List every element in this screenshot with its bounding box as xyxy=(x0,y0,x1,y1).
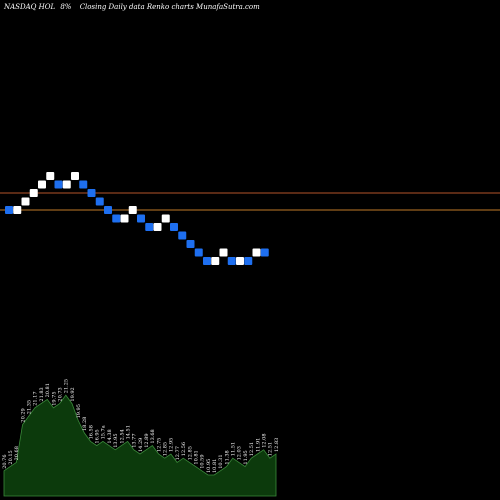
volume-label: 20.15 xyxy=(8,450,14,464)
renko-brick-up xyxy=(236,257,244,265)
renko-brick-up xyxy=(46,172,55,180)
renko-brick-up xyxy=(120,214,129,223)
volume-label: 11.91 xyxy=(255,438,261,452)
renko-brick-up xyxy=(29,189,38,197)
renko-brick-down xyxy=(170,223,178,231)
renko-brick-down xyxy=(104,206,112,214)
volume-label: 12.77 xyxy=(175,446,181,460)
reference-lines xyxy=(0,192,500,211)
volume-label: 10.81 xyxy=(212,459,218,473)
renko-brick-down xyxy=(137,214,145,223)
renko-brick-down xyxy=(79,180,88,189)
volume-label: 19.95 xyxy=(76,404,82,418)
volume-label: 13.68 xyxy=(150,429,156,443)
renko-brick-up xyxy=(161,214,170,223)
volume-label: 12.08 xyxy=(261,433,267,447)
volume-label: 12.56 xyxy=(181,442,187,456)
renko-brick-up xyxy=(71,172,79,180)
volume-label: 14.29 xyxy=(138,438,144,452)
volume-label: 15.7a xyxy=(101,425,107,439)
volume-label: 14.51 xyxy=(125,425,131,439)
renko-brick-up xyxy=(128,206,137,214)
renko-brick-up xyxy=(62,180,71,189)
volume-label: 12.54 xyxy=(119,429,125,443)
renko-brick-down xyxy=(95,197,104,206)
volume-label: 16.58 xyxy=(88,425,94,439)
renko-brick-up xyxy=(219,248,228,257)
symbol-label: NASDAQ HOL xyxy=(3,3,55,11)
renko-brick-down xyxy=(227,257,236,265)
volume-label: 10.59 xyxy=(200,454,206,468)
renko-brick-down xyxy=(112,214,121,223)
volume-label: 21.25 xyxy=(64,379,70,393)
renko-brick-down xyxy=(145,223,154,231)
renko-bricks xyxy=(5,172,269,265)
volume-label: 21.83 xyxy=(39,387,45,401)
volume-label: 11.38 xyxy=(224,450,230,464)
volume-label: 13.95 xyxy=(113,433,119,447)
volume-label: 21.35 xyxy=(27,400,33,414)
volume-label: 12.89 xyxy=(144,433,150,447)
volume-label: 10.95 xyxy=(206,459,212,473)
renko-brick-down xyxy=(178,231,187,240)
volume-label: 12.75 xyxy=(156,438,162,452)
renko-brick-down xyxy=(260,248,269,257)
renko-brick-up xyxy=(211,257,220,265)
renko-brick-up xyxy=(21,197,30,206)
volume-label: 20.29 xyxy=(20,408,26,422)
renko-brick-down xyxy=(87,189,96,197)
volume-label: 18.28 xyxy=(82,417,88,431)
volume-area xyxy=(3,394,277,497)
renko-brick-up xyxy=(252,248,261,257)
renko-brick-down xyxy=(54,180,63,189)
renko-brick-down xyxy=(203,257,211,265)
renko-brick-up xyxy=(153,223,162,231)
volume-label: 11.95 xyxy=(243,450,249,464)
volume-label: 12.51 xyxy=(268,442,274,456)
renko-brick-down xyxy=(194,248,203,257)
renko-brick-down xyxy=(244,257,253,265)
volume-label: 19.92 xyxy=(70,387,76,401)
volume-label: 20.73 xyxy=(57,387,63,401)
volume-label: 20.81 xyxy=(45,383,51,397)
chart-title: Closing Daily data Renko charts MunafaSu… xyxy=(80,3,260,11)
volume-label: 12.83 xyxy=(274,438,280,452)
chart-header: NASDAQ HOL 8% Closing Daily data Renko c… xyxy=(3,3,260,11)
volume-label: 19.75 xyxy=(51,391,57,405)
volume-label: 11.51 xyxy=(231,442,237,456)
volume-label: 12.85 xyxy=(187,446,193,460)
volume-label: 13.77 xyxy=(132,433,138,447)
volume-label: 10.81 xyxy=(193,450,199,464)
volume-label: 10.31 xyxy=(218,454,224,468)
volume-label: 21.17 xyxy=(33,391,39,405)
volume-label: 12.03 xyxy=(237,446,243,460)
renko-brick-down xyxy=(5,206,13,214)
volume-label: 20.68 xyxy=(14,446,20,460)
renko-brick-up xyxy=(13,206,22,214)
volume-label: 12.95 xyxy=(169,438,175,452)
volume-label: 20.76 xyxy=(2,454,8,468)
renko-brick-up xyxy=(38,180,46,189)
renko-brick-down xyxy=(186,240,195,248)
change-label: 8% xyxy=(60,3,71,11)
volume-label: 16.95 xyxy=(95,429,101,443)
volume-label: 12.51 xyxy=(249,442,255,456)
volume-label: 14.38 xyxy=(107,429,113,443)
volume-label: 12.85 xyxy=(163,442,169,456)
